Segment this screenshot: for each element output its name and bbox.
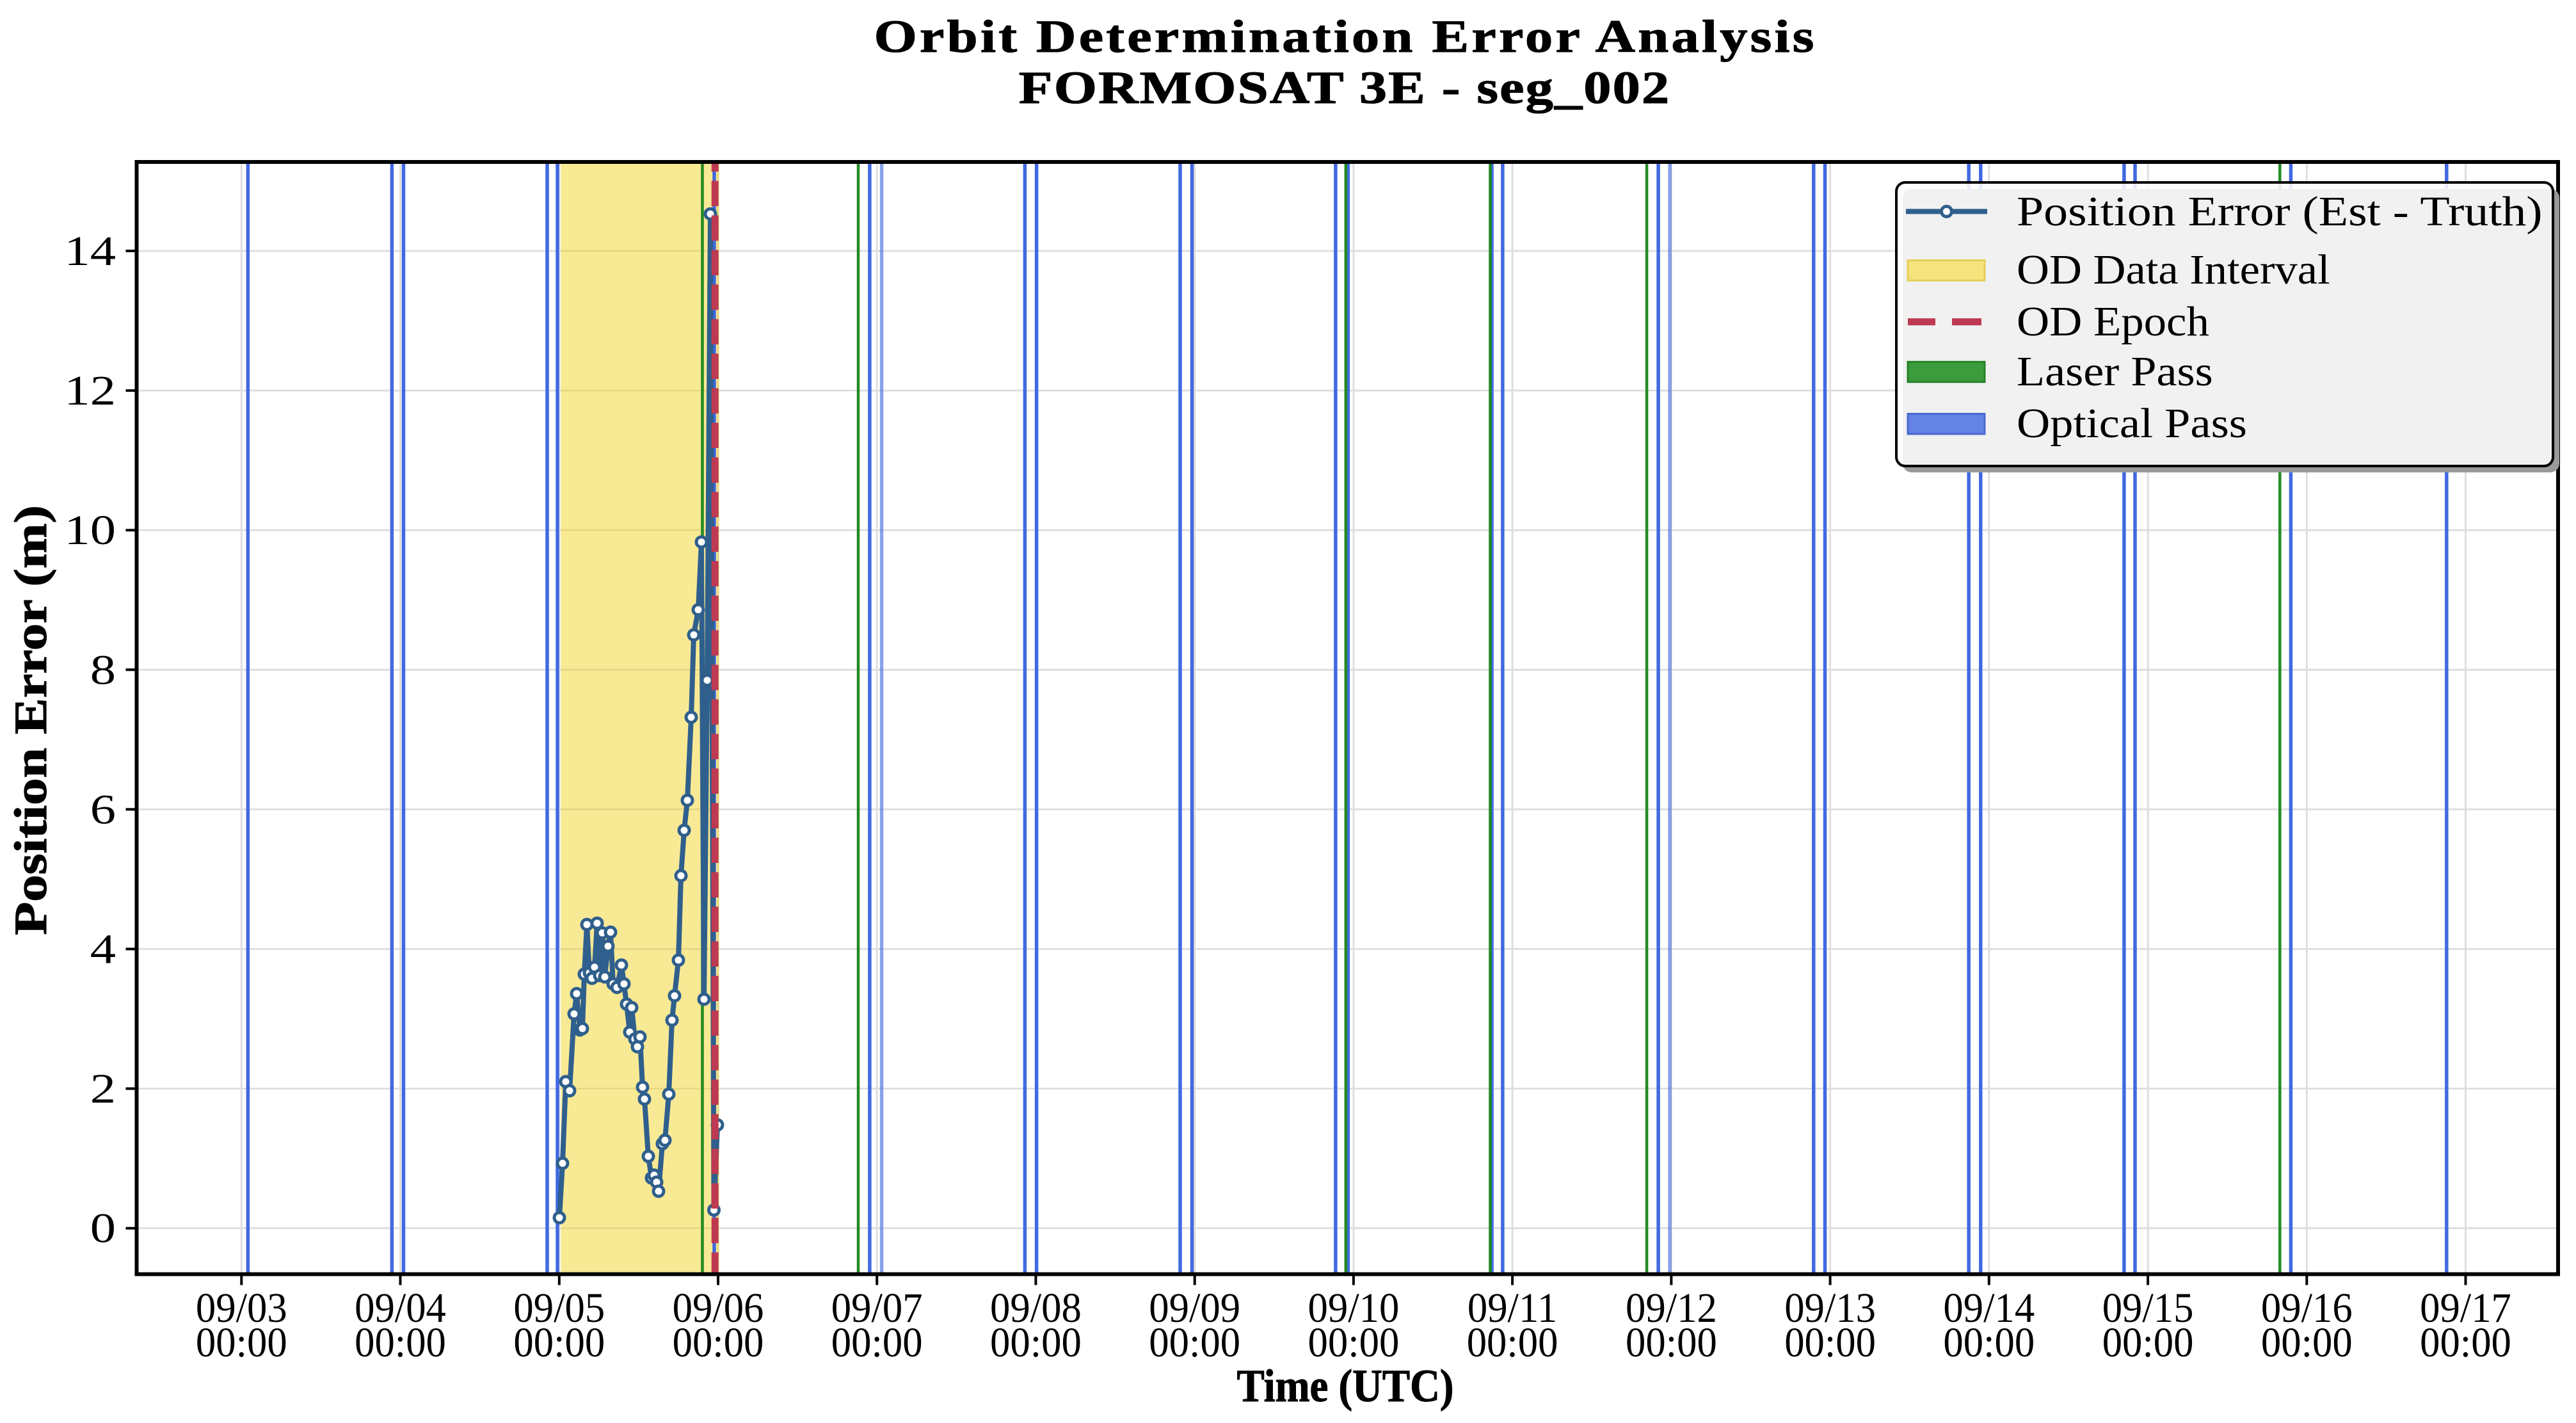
- svg-text:FORMOSAT 3E - seg_002: FORMOSAT 3E - seg_002: [1019, 63, 1669, 114]
- svg-text:09/03: 09/03: [196, 1285, 287, 1331]
- svg-text:00:00: 00:00: [1784, 1319, 1876, 1366]
- svg-text:2: 2: [90, 1065, 116, 1112]
- svg-text:09/15: 09/15: [2102, 1285, 2194, 1331]
- svg-text:00:00: 00:00: [513, 1319, 605, 1366]
- svg-text:OD Data Interval: OD Data Interval: [2017, 246, 2330, 293]
- svg-text:00:00: 00:00: [196, 1319, 287, 1366]
- svg-text:09/16: 09/16: [2261, 1285, 2353, 1331]
- svg-text:00:00: 00:00: [2420, 1319, 2511, 1366]
- svg-text:09/06: 09/06: [673, 1285, 764, 1331]
- svg-text:00:00: 00:00: [1626, 1319, 1717, 1366]
- svg-text:4: 4: [90, 925, 116, 972]
- svg-text:00:00: 00:00: [2102, 1319, 2194, 1366]
- svg-text:8: 8: [90, 646, 116, 693]
- svg-text:09/14: 09/14: [1943, 1285, 2035, 1331]
- svg-text:00:00: 00:00: [1149, 1319, 1240, 1366]
- svg-text:OD Epoch: OD Epoch: [2017, 298, 2209, 344]
- svg-text:00:00: 00:00: [673, 1319, 764, 1366]
- svg-text:09/08: 09/08: [990, 1285, 1082, 1331]
- svg-text:00:00: 00:00: [1467, 1319, 1558, 1366]
- svg-text:Position Error (Est - Truth): Position Error (Est - Truth): [2017, 188, 2542, 234]
- svg-text:00:00: 00:00: [355, 1319, 446, 1366]
- svg-text:14: 14: [64, 227, 116, 275]
- svg-text:00:00: 00:00: [1308, 1319, 1399, 1366]
- svg-text:00:00: 00:00: [1943, 1319, 2035, 1366]
- svg-text:12: 12: [64, 367, 116, 414]
- svg-text:09/10: 09/10: [1308, 1285, 1399, 1331]
- svg-text:0: 0: [90, 1205, 116, 1252]
- svg-text:09/04: 09/04: [355, 1285, 446, 1331]
- svg-text:Optical Pass: Optical Pass: [2017, 399, 2247, 446]
- svg-text:10: 10: [64, 506, 116, 554]
- svg-text:00:00: 00:00: [990, 1319, 1082, 1366]
- svg-text:00:00: 00:00: [831, 1319, 923, 1366]
- svg-text:09/13: 09/13: [1784, 1285, 1876, 1331]
- svg-text:Orbit Determination Error Anal: Orbit Determination Error Analysis: [874, 12, 1814, 63]
- svg-text:Laser Pass: Laser Pass: [2017, 348, 2213, 394]
- svg-text:09/12: 09/12: [1626, 1285, 1717, 1331]
- svg-text:Time (UTC): Time (UTC): [1237, 1360, 1454, 1411]
- svg-text:Position Error (m): Position Error (m): [6, 505, 57, 935]
- svg-text:09/17: 09/17: [2420, 1285, 2511, 1331]
- svg-text:09/11: 09/11: [1468, 1285, 1557, 1331]
- svg-text:09/05: 09/05: [513, 1285, 605, 1331]
- svg-text:09/09: 09/09: [1149, 1285, 1240, 1331]
- svg-text:09/07: 09/07: [831, 1285, 923, 1331]
- svg-text:6: 6: [90, 785, 116, 833]
- svg-text:00:00: 00:00: [2261, 1319, 2353, 1366]
